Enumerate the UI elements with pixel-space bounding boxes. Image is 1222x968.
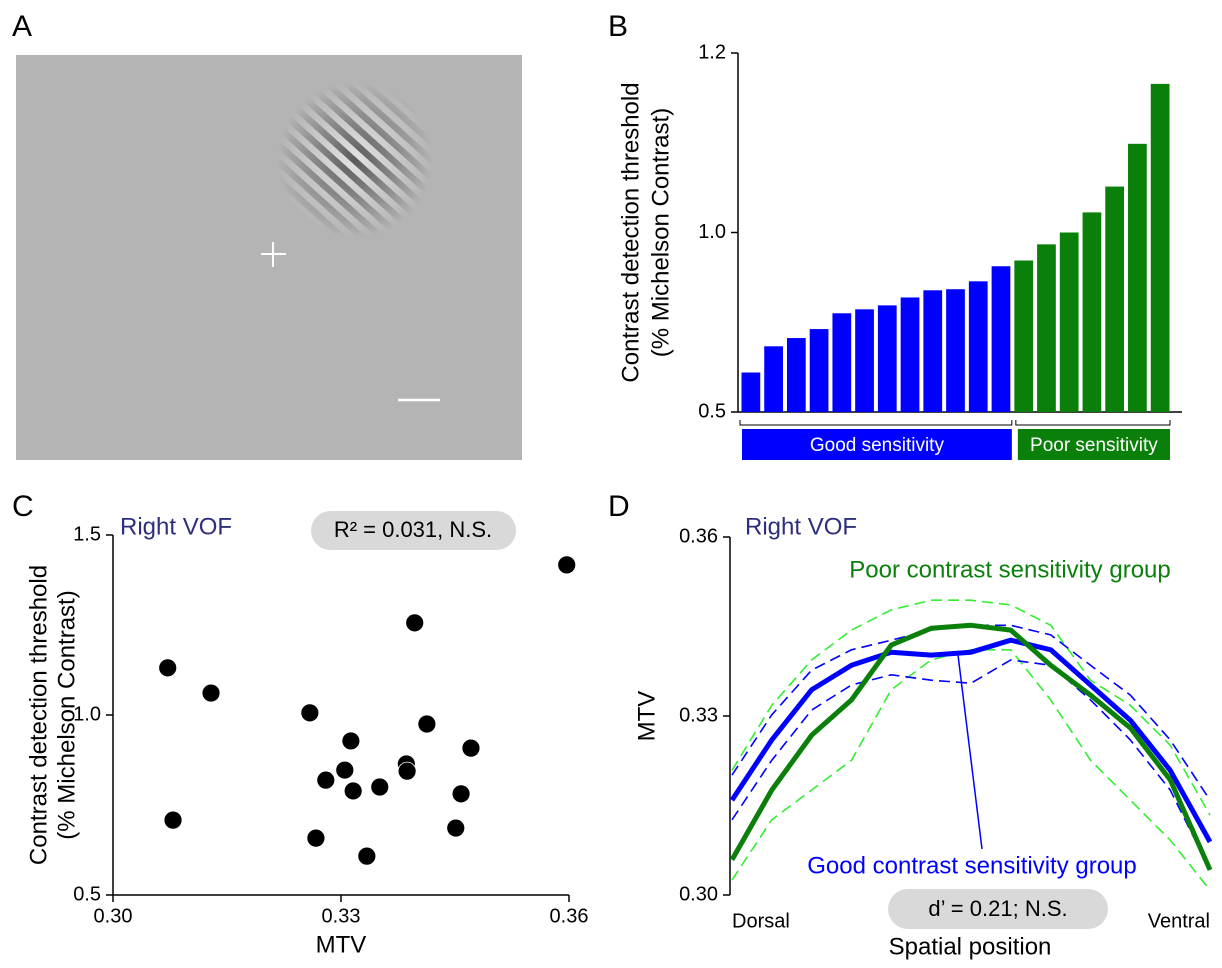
series-label: Good contrast sensitivity group xyxy=(807,852,1137,879)
bar xyxy=(1082,212,1102,412)
confidence-line xyxy=(731,659,1211,871)
panel-label: C xyxy=(12,490,34,523)
scatter-point xyxy=(397,761,417,781)
bar xyxy=(1150,83,1170,413)
panel-label: B xyxy=(608,10,628,43)
y-tick-label: 1.2 xyxy=(698,41,726,63)
annotation: R² = 0.031, N.S. xyxy=(334,517,492,542)
x-axis-label: MTV xyxy=(316,931,367,958)
group-box xyxy=(1017,429,1170,460)
scatter-point xyxy=(446,818,466,838)
bar xyxy=(809,329,829,412)
annotation: Right VOF xyxy=(745,513,857,540)
panel-label: D xyxy=(608,490,630,523)
x-tick-label: 0.33 xyxy=(322,905,361,927)
scatter-point xyxy=(557,555,577,575)
bar xyxy=(900,297,920,412)
x-tick-label: 0.36 xyxy=(550,905,589,927)
group-box xyxy=(742,429,1012,460)
annotation-box xyxy=(888,889,1108,929)
scatter-point xyxy=(343,781,363,801)
scatter-point xyxy=(357,846,377,866)
bar xyxy=(832,313,852,412)
x-axis-label: Spatial position xyxy=(889,933,1052,960)
bar xyxy=(1105,186,1125,412)
y-tick-label: 1.5 xyxy=(73,523,101,545)
bar xyxy=(1014,260,1034,412)
scatter-point xyxy=(461,738,481,758)
scatter-point xyxy=(417,714,437,734)
y-tick-label: 0.36 xyxy=(679,525,718,547)
bar xyxy=(855,309,874,412)
confidence-line xyxy=(731,599,1211,816)
y-axis-label: Contrast detection threshold xyxy=(617,82,644,382)
annotation-box xyxy=(311,511,516,550)
scatter-point xyxy=(300,703,320,723)
scatter-point xyxy=(405,613,425,633)
scatter-point xyxy=(158,658,178,678)
y-tick-label: 0.5 xyxy=(698,400,726,422)
stimulus-panel xyxy=(16,55,522,460)
y-axis-label: (% Michelson Contrast) xyxy=(647,108,674,357)
y-tick-label: 1.0 xyxy=(698,221,726,243)
scatter-point xyxy=(341,731,361,751)
y-axis-label: MTV xyxy=(633,691,660,742)
bar xyxy=(741,372,761,412)
x-category-label: Dorsal xyxy=(732,910,790,932)
annotation: d’ = 0.21; N.S. xyxy=(928,896,1067,921)
scatter-point xyxy=(201,683,221,703)
group-label: Good sensitivity xyxy=(810,435,945,456)
stimulus-background xyxy=(16,55,522,460)
scatter-point xyxy=(163,810,183,830)
y-tick-label: 1.0 xyxy=(73,703,101,725)
group-label: Poor sensitivity xyxy=(1030,435,1158,456)
group-bracket xyxy=(1015,420,1171,426)
scatter-point xyxy=(335,760,355,780)
bar xyxy=(991,266,1011,412)
scatter-point xyxy=(306,828,326,848)
y-tick-label: 0.33 xyxy=(679,704,718,726)
x-category-label: Ventral xyxy=(1148,910,1210,932)
bar xyxy=(1128,143,1147,412)
scatter-point xyxy=(451,784,471,804)
bar xyxy=(923,290,943,412)
annotation: Right VOF xyxy=(120,513,232,540)
pointer-line xyxy=(957,654,983,850)
group-bracket xyxy=(739,420,1013,426)
scatter-point xyxy=(316,770,336,790)
bar xyxy=(1037,244,1056,412)
bar xyxy=(877,305,897,412)
scatter-point xyxy=(370,777,390,797)
mean-line xyxy=(729,622,1213,871)
y-axis-label: (% Michelson Contrast) xyxy=(53,590,80,839)
mean-line xyxy=(729,637,1213,844)
bar xyxy=(786,338,806,412)
y-tick-label: 0.30 xyxy=(679,883,718,905)
series-label: Poor contrast sensitivity group xyxy=(849,556,1170,583)
panel-label: A xyxy=(12,10,32,43)
gabor-patch xyxy=(270,75,440,245)
x-tick-label: 0.30 xyxy=(94,905,133,927)
bar xyxy=(946,289,965,412)
y-axis-label: Contrast detection threshold xyxy=(25,565,52,865)
y-tick-label: 0.5 xyxy=(73,883,101,905)
bar xyxy=(1059,232,1079,412)
bar xyxy=(764,346,783,412)
bar xyxy=(968,281,988,412)
